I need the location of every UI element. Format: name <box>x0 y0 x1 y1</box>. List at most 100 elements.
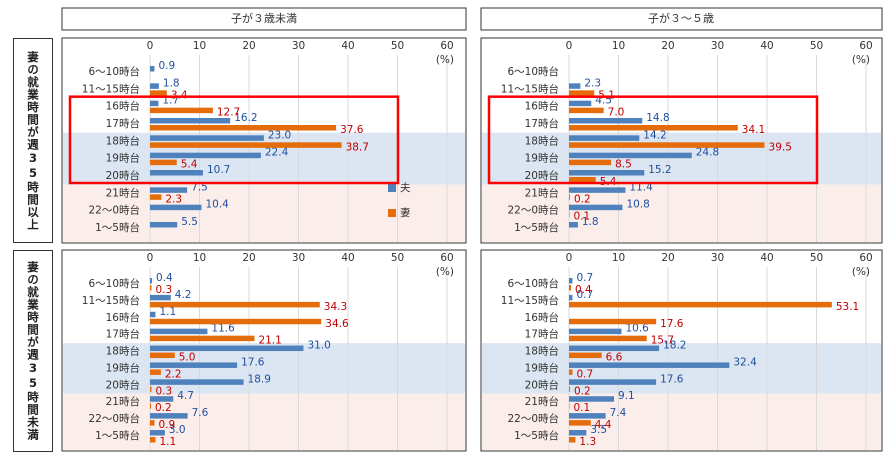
bar <box>569 152 692 159</box>
value-label: 3.5 <box>590 424 607 436</box>
bar <box>569 135 640 141</box>
category-label: 16時台 <box>106 100 140 113</box>
bar <box>150 294 171 301</box>
value-label: 31.0 <box>307 340 330 352</box>
value-label: 0.1 <box>573 211 590 223</box>
bar <box>569 437 576 443</box>
value-label: 32.4 <box>733 356 757 368</box>
bar <box>569 278 573 284</box>
x-tick-label: 50 <box>810 252 823 264</box>
category-label: 6～10時台 <box>507 277 559 290</box>
bar <box>150 83 159 89</box>
category-label: 20時台 <box>525 169 559 182</box>
value-label: 34.3 <box>324 301 347 313</box>
bar <box>150 379 244 385</box>
column-header: 子が３歳未満 <box>231 11 297 25</box>
x-tick-label: 40 <box>341 40 354 52</box>
value-label: 2.3 <box>165 193 182 205</box>
axis-unit: (%) <box>852 54 870 66</box>
bar <box>150 345 304 352</box>
value-label: 17.6 <box>660 373 684 385</box>
category-label: 6～10時台 <box>88 65 140 78</box>
value-label: 0.7 <box>576 272 593 284</box>
bar <box>569 107 604 114</box>
x-tick-label: 0 <box>566 40 573 52</box>
value-label: 2.2 <box>165 368 182 380</box>
bar <box>569 222 578 228</box>
axis-unit: (%) <box>436 54 454 66</box>
bar <box>150 420 155 426</box>
bar <box>150 301 320 308</box>
category-label: 18時台 <box>525 134 559 147</box>
bar <box>150 135 264 141</box>
value-label: 53.1 <box>836 301 859 313</box>
category-label: 21時台 <box>106 395 140 408</box>
value-label: 14.8 <box>646 112 669 124</box>
bar <box>150 125 337 131</box>
x-tick-label: 30 <box>292 252 305 264</box>
bar <box>569 118 643 124</box>
band-blue <box>482 343 881 394</box>
value-label: 0.3 <box>155 284 172 296</box>
bar <box>569 194 570 200</box>
row-header: 妻の就業時間が週35時間未満 <box>13 250 53 452</box>
category-label: 19時台 <box>106 152 140 165</box>
value-label: 1.1 <box>159 306 176 318</box>
category-label: 1～5時台 <box>514 429 559 442</box>
highlight-box <box>68 95 400 185</box>
value-label: 2.3 <box>584 77 601 89</box>
axis-unit: (%) <box>436 266 454 278</box>
category-label: 17時台 <box>525 328 559 341</box>
category-label: 18時台 <box>106 134 140 147</box>
bar <box>150 430 165 436</box>
category-label: 18時台 <box>525 345 559 358</box>
x-tick-label: 60 <box>440 40 453 52</box>
bar <box>150 335 255 342</box>
category-label: 16時台 <box>525 100 559 113</box>
category-label: 22～0時台 <box>507 412 559 425</box>
value-label: 4.4 <box>595 419 612 431</box>
value-label: 23.0 <box>268 129 291 141</box>
bar <box>150 187 188 193</box>
value-label: 14.2 <box>643 129 666 141</box>
value-label: 10.6 <box>625 323 649 335</box>
legend-label: 妻 <box>400 206 411 219</box>
value-label: 15.2 <box>648 164 671 176</box>
value-label: 0.2 <box>574 385 591 397</box>
value-label: 5.0 <box>179 352 196 364</box>
x-tick-label: 60 <box>859 40 872 52</box>
x-tick-label: 0 <box>147 252 154 264</box>
highlight-box <box>487 95 819 185</box>
value-label: 12.7 <box>217 107 240 119</box>
value-label: 8.5 <box>615 159 632 171</box>
bar <box>150 403 151 409</box>
bar <box>150 362 238 368</box>
category-label: 16時台 <box>106 311 140 324</box>
bar <box>150 90 167 96</box>
value-label: 24.8 <box>696 147 719 159</box>
bar <box>569 142 765 148</box>
bar <box>569 328 622 335</box>
value-label: 22.4 <box>265 147 289 159</box>
bar <box>569 294 573 301</box>
value-label: 39.5 <box>769 141 792 153</box>
band-blue <box>482 132 881 185</box>
bar <box>150 437 156 443</box>
category-label: 21時台 <box>525 395 559 408</box>
category-label: 21時台 <box>106 186 140 199</box>
value-label: 1.8 <box>163 77 180 89</box>
bar <box>150 413 188 419</box>
value-label: 4.7 <box>177 390 194 402</box>
value-label: 0.7 <box>576 368 593 380</box>
value-label: 1.8 <box>582 216 599 228</box>
value-label: 6.6 <box>606 352 623 364</box>
x-tick-label: 40 <box>760 252 773 264</box>
band-pink <box>482 184 881 242</box>
x-tick-label: 10 <box>193 252 206 264</box>
bar <box>569 335 647 342</box>
x-tick-label: 60 <box>859 252 872 264</box>
bar <box>569 90 595 96</box>
bar <box>150 369 161 375</box>
legend-swatch <box>388 184 396 192</box>
